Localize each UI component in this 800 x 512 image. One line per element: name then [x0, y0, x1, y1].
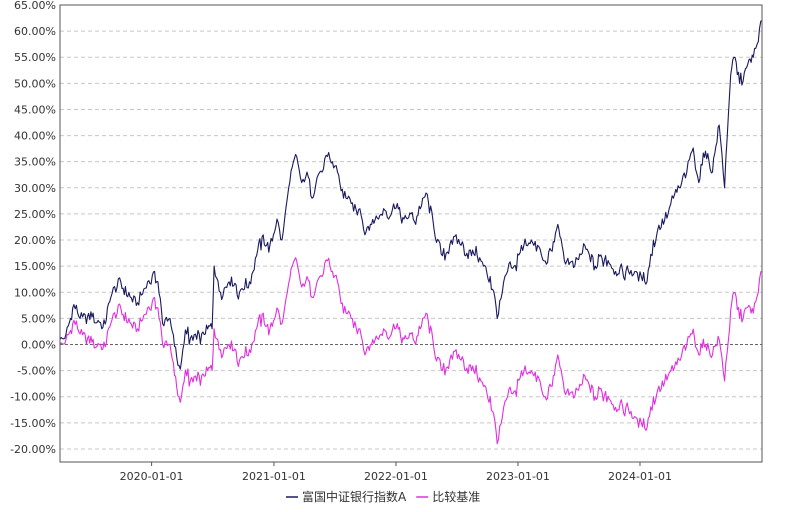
y-tick-label: 65.00% — [14, 0, 56, 12]
y-tick-label: -15.00% — [10, 417, 56, 430]
y-tick-label: 55.00% — [14, 51, 56, 64]
x-tick-label: 2022-01-01 — [364, 470, 428, 483]
y-tick-label: -10.00% — [10, 391, 56, 404]
y-tick-label: 45.00% — [14, 103, 56, 116]
series-line-benchmark — [59, 257, 763, 445]
legend: 富国中证银行指数A 比较基准 — [286, 489, 480, 504]
x-tick-label: 2021-01-01 — [242, 470, 306, 483]
y-tick-label: 15.00% — [14, 260, 56, 273]
y-tick-label: 5.00% — [21, 312, 56, 325]
x-axis: 2020-01-01 2021-01-01 2022-01-01 2023-01-01… — [120, 462, 672, 483]
plot-frame — [59, 4, 763, 463]
x-tick-label: 2024-01-01 — [608, 470, 672, 483]
y-tick-label: 40.00% — [14, 130, 56, 143]
x-tick-label: 2020-01-01 — [120, 470, 184, 483]
y-tick-label: -5.00% — [17, 365, 56, 378]
y-tick-label: 50.00% — [14, 77, 56, 90]
series-line-fund — [59, 20, 763, 370]
y-tick-label: 10.00% — [14, 286, 56, 299]
y-tick-label: -20.00% — [10, 443, 56, 456]
legend-label-fund: 富国中证银行指数A — [302, 489, 407, 504]
y-tick-label: 25.00% — [14, 208, 56, 221]
x-tick-label: 2023-01-01 — [486, 470, 550, 483]
y-tick-label: 60.00% — [14, 25, 56, 38]
y-tick-label: 20.00% — [14, 234, 56, 247]
y-tick-label: 0.00% — [21, 338, 56, 351]
y-tick-label: 35.00% — [14, 156, 56, 169]
series-layer — [59, 20, 763, 445]
y-axis: 65.00% 60.00% 55.00% 50.00% 45.00% 40.00% 35.0… — [10, 0, 56, 456]
legend-label-benchmark: 比较基准 — [432, 489, 480, 504]
grid-layer — [60, 4, 762, 450]
y-tick-label: 30.00% — [14, 182, 56, 195]
